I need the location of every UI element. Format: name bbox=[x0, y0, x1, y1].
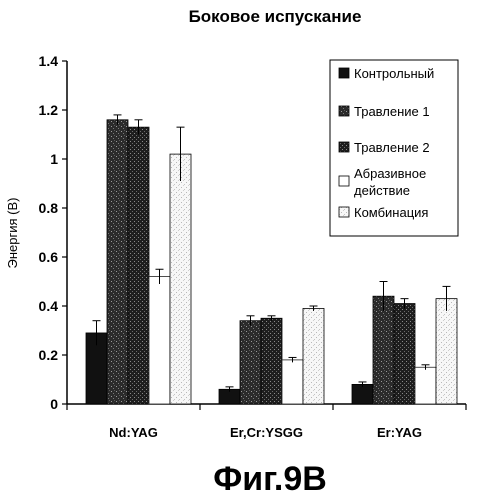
bar-group bbox=[219, 306, 324, 404]
legend-label: Травление 1 bbox=[354, 104, 430, 119]
y-tick-label: 0.4 bbox=[39, 298, 59, 314]
figure-label: Фиг.9В bbox=[213, 460, 327, 498]
bar bbox=[107, 120, 128, 404]
y-tick-label: 0.6 bbox=[39, 249, 59, 265]
legend-swatch bbox=[339, 176, 349, 186]
bar-group bbox=[352, 282, 457, 405]
y-tick-label: 1.2 bbox=[39, 102, 59, 118]
y-tick-label: 0 bbox=[50, 396, 58, 412]
legend-label: Травление 2 bbox=[354, 140, 430, 155]
bar bbox=[282, 360, 303, 404]
legend-swatch bbox=[339, 142, 349, 152]
bar-group bbox=[86, 115, 191, 404]
legend: Контрольный Травление 1 Травление 2 Абразив… bbox=[330, 60, 458, 236]
bar bbox=[303, 308, 324, 404]
y-tick-label: 1 bbox=[50, 151, 58, 167]
bar bbox=[373, 296, 394, 404]
legend-label: Контрольный bbox=[354, 66, 434, 81]
bar bbox=[149, 277, 170, 404]
legend-swatch bbox=[339, 68, 349, 78]
x-category-label: Er,Cr:YSGG bbox=[230, 425, 303, 440]
bar bbox=[128, 127, 149, 404]
x-category-label: Er:YAG bbox=[377, 425, 422, 440]
legend-label: Комбинация bbox=[354, 205, 428, 220]
y-axis-label: Энергия (В) bbox=[5, 198, 20, 269]
legend-swatch bbox=[339, 207, 349, 217]
y-tick-label: 0.2 bbox=[39, 347, 59, 363]
chart-title: Боковое испускание bbox=[189, 7, 362, 26]
bar bbox=[415, 367, 436, 404]
bar bbox=[261, 318, 282, 404]
legend-label: действие bbox=[354, 183, 410, 198]
x-category-label: Nd:YAG bbox=[109, 425, 158, 440]
bar bbox=[394, 304, 415, 404]
bar bbox=[240, 321, 261, 404]
bar bbox=[436, 299, 457, 404]
legend-label: Абразивное bbox=[354, 166, 426, 181]
y-axis-ticks: 0 0.2 0.4 0.6 0.8 1 1.2 1.4 bbox=[39, 53, 67, 412]
y-tick-label: 1.4 bbox=[39, 53, 59, 69]
bar bbox=[352, 384, 373, 404]
y-tick-label: 0.8 bbox=[39, 200, 59, 216]
x-axis: Nd:YAG Er,Cr:YSGG Er:YAG bbox=[67, 404, 466, 440]
legend-swatch bbox=[339, 106, 349, 116]
bar bbox=[170, 154, 191, 404]
